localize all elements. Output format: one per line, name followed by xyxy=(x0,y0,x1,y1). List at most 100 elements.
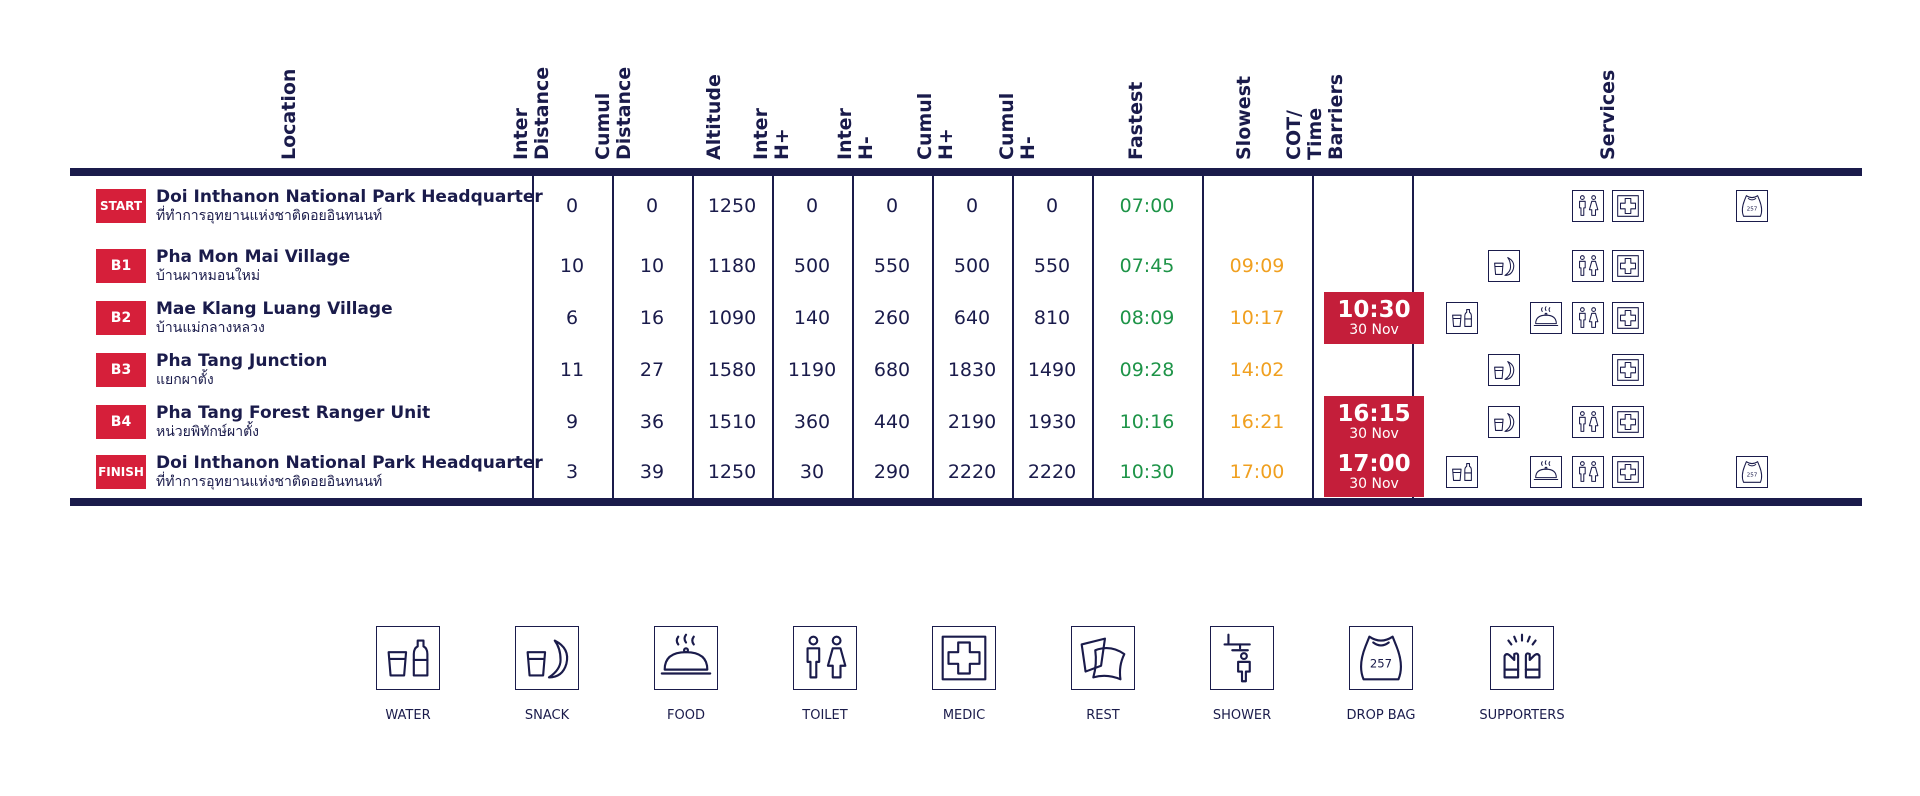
svg-text:257: 257 xyxy=(1747,473,1758,479)
fastest-cell: 08:09 xyxy=(1119,307,1175,329)
slowest-cell xyxy=(1202,180,1312,232)
cumul-hplus-cell: 2220 xyxy=(947,461,997,483)
checkpoint-badge: START xyxy=(96,189,146,223)
cumul-dist-cell: 36 xyxy=(639,411,665,433)
food-icon xyxy=(1530,456,1562,488)
cumul-hplus-cell: 0 xyxy=(965,195,979,217)
rest-icon xyxy=(1071,626,1135,690)
inter-hminus-cell: 0 xyxy=(885,195,899,217)
inter-hplus-cell: 1190 xyxy=(787,359,837,381)
fastest-cell: 09:28 xyxy=(1119,359,1175,381)
inter-dist-cell: 6 xyxy=(565,307,579,329)
snack-icon xyxy=(1488,354,1520,386)
cot-time: 17:00 xyxy=(1337,451,1411,477)
legend-item: SHOWER xyxy=(1182,626,1302,723)
inter-dist-cell: 10 xyxy=(559,255,585,277)
inter-hminus-cell: 680 xyxy=(873,359,911,381)
fastest-cell: 10:16 xyxy=(1119,411,1175,433)
checkpoint-badge: B3 xyxy=(96,353,146,387)
inter-hminus-cell: 440 xyxy=(873,411,911,433)
snack-icon xyxy=(1488,250,1520,282)
food-icon xyxy=(1530,302,1562,334)
legend-item: REST xyxy=(1043,626,1163,723)
legend-label: FOOD xyxy=(667,708,705,723)
header-label: Time xyxy=(1304,107,1326,160)
toilet-icon xyxy=(1572,456,1604,488)
table-row: B1 Pha Mon Mai Village บ้านผาหมอนใหม่ 10 10 1… xyxy=(70,240,1862,292)
snack-icon xyxy=(1488,406,1520,438)
legend-item: SNACK xyxy=(487,626,607,723)
header-location-label: Location xyxy=(278,68,300,160)
inter-hplus-cell: 0 xyxy=(805,195,819,217)
header-label: Slowest xyxy=(1233,75,1255,160)
legend-label: TOILET xyxy=(802,708,848,723)
altitude-cell: 1580 xyxy=(707,359,757,381)
shower-icon xyxy=(1210,626,1274,690)
cot-time-barrier: 10:30 30 Nov xyxy=(1324,292,1424,344)
legend-label: MEDIC xyxy=(942,708,986,723)
legend-label: SNACK xyxy=(524,708,570,723)
header-label: Altitude xyxy=(703,74,725,160)
header-label: Distance xyxy=(613,66,635,160)
legend-item: SUPPORTERS xyxy=(1462,626,1582,723)
column-separator xyxy=(772,176,774,498)
column-separator xyxy=(532,176,534,498)
toilet-icon xyxy=(793,626,857,690)
column-separator xyxy=(852,176,854,498)
cot-time-barrier: 16:15 30 Nov xyxy=(1324,396,1424,448)
fastest-cell: 07:45 xyxy=(1119,255,1175,277)
cot-date: 30 Nov xyxy=(1349,426,1399,442)
inter-dist-cell: 11 xyxy=(559,359,585,381)
location-name-en: Pha Tang Junction xyxy=(156,351,328,371)
fastest-cell: 07:00 xyxy=(1119,195,1175,217)
header-label: H+ xyxy=(935,128,957,160)
legend-item: 257 DROP BAG xyxy=(1321,626,1441,723)
checkpoint-badge: FINISH xyxy=(96,455,146,489)
cumul-dist-cell: 0 xyxy=(645,195,659,217)
cumul-hminus-cell: 2220 xyxy=(1027,461,1077,483)
toilet-icon xyxy=(1572,190,1604,222)
header-label: Cumul xyxy=(592,92,614,160)
header-services: Services xyxy=(1594,0,1664,160)
header-label: Inter xyxy=(750,108,772,160)
inter-hplus-cell: 140 xyxy=(793,307,831,329)
header-label: Services xyxy=(1597,69,1619,160)
slowest-cell: 17:00 xyxy=(1229,461,1285,483)
inter-dist-cell: 3 xyxy=(565,461,579,483)
location-name-th: หน่วยพิทักษ์ผาตั้ง xyxy=(156,424,260,440)
cumul-hplus-cell: 2190 xyxy=(947,411,997,433)
cumul-dist-cell: 39 xyxy=(639,461,665,483)
dropbag-icon: 257 xyxy=(1349,626,1413,690)
table-row: B3 Pha Tang Junction แยกผาตั้ง 11 27 1580 1190… xyxy=(70,344,1862,396)
table-top-rule xyxy=(70,168,1862,176)
table-bottom-rule xyxy=(70,498,1862,506)
location-cell: Pha Tang Junction แยกผาตั้ง xyxy=(156,344,327,396)
location-cell: Pha Mon Mai Village บ้านผาหมอนใหม่ xyxy=(156,240,350,292)
location-cell: Pha Tang Forest Ranger Unit หน่วยพิทักษ์ผ… xyxy=(156,396,430,448)
location-cell: Doi Inthanon National Park Headquarter ที… xyxy=(156,447,543,497)
header-label: Barriers xyxy=(1325,73,1347,160)
cumul-hminus-cell: 1490 xyxy=(1027,359,1077,381)
checkpoint-badge: B2 xyxy=(96,301,146,335)
header-label: H+ xyxy=(771,128,793,160)
inter-hplus-cell: 360 xyxy=(793,411,831,433)
cot-time-barrier: 17:00 30 Nov xyxy=(1324,447,1424,497)
header-cumul-distance: Cumul Distance xyxy=(592,0,690,160)
toilet-icon xyxy=(1572,250,1604,282)
column-separator xyxy=(612,176,614,498)
legend-item: WATER xyxy=(348,626,468,723)
cumul-hminus-cell: 0 xyxy=(1045,195,1059,217)
location-name-en: Pha Tang Forest Ranger Unit xyxy=(156,403,431,423)
location-name-en: Doi Inthanon National Park Headquarter xyxy=(156,453,543,473)
cumul-hplus-cell: 500 xyxy=(953,255,991,277)
header-label: COT/ xyxy=(1283,110,1305,160)
header-location: Location xyxy=(200,0,400,160)
location-name-en: Pha Mon Mai Village xyxy=(156,247,351,267)
altitude-cell: 1250 xyxy=(707,461,757,483)
dropbag-icon: 257 xyxy=(1736,456,1768,488)
location-name-th: ที่ทำการอุทยานแห่งชาติดอยอินทนนท์ xyxy=(156,208,383,224)
toilet-icon xyxy=(1572,406,1604,438)
column-separator xyxy=(932,176,934,498)
medic-icon xyxy=(932,626,996,690)
water-icon xyxy=(376,626,440,690)
